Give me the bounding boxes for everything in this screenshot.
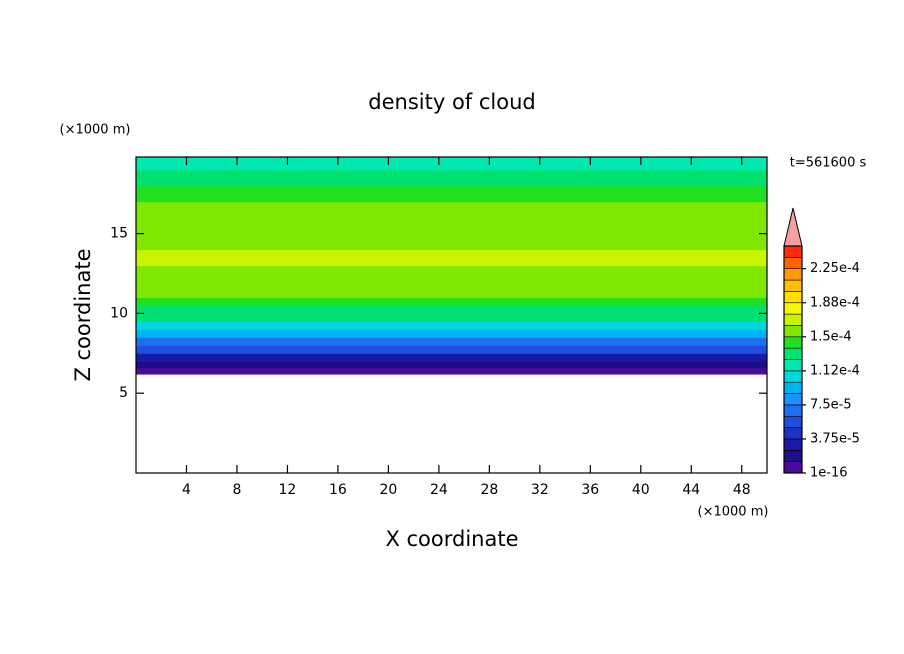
- x-tick-label: 16: [329, 482, 347, 498]
- colorbar-extension: [783, 207, 803, 247]
- colorbar-swatch: [783, 279, 803, 292]
- contour-band: [136, 337, 767, 346]
- y-tick-label: 10: [110, 305, 128, 321]
- colorbar-swatch: [783, 393, 803, 406]
- y-tick-label: 5: [119, 385, 128, 401]
- colorbar-swatch: [783, 461, 803, 474]
- contour-field: [136, 157, 767, 375]
- colorbar-swatch: [783, 347, 803, 360]
- x-tick-label: 32: [531, 482, 549, 498]
- contour-band: [136, 345, 767, 354]
- colorbar-swatch: [783, 415, 803, 428]
- x-tick-label: 12: [279, 482, 297, 498]
- x-tick-label: 4: [182, 482, 191, 498]
- contour-band: [136, 353, 767, 362]
- colorbar-swatch: [783, 291, 803, 304]
- colorbar-swatch: [783, 302, 803, 315]
- colorbar-swatch: [783, 438, 803, 451]
- contour-band: [136, 281, 767, 290]
- contour-band: [136, 169, 767, 187]
- colorbar-swatch: [783, 359, 803, 372]
- contour-band: [136, 249, 767, 267]
- contour-band: [136, 313, 767, 322]
- colorbar-swatch: [783, 257, 803, 270]
- x-tick-label: 8: [232, 482, 241, 498]
- contour-band: [136, 361, 767, 369]
- x-tick-label: 40: [632, 482, 650, 498]
- colorbar-swatch: [783, 245, 803, 258]
- x-tick-label: 48: [733, 482, 751, 498]
- x-axis-label: X coordinate: [385, 527, 518, 551]
- contour-band: [136, 297, 767, 306]
- x-tick-label: 24: [430, 482, 448, 498]
- colorbar-tick-label: 1.12e-4: [810, 363, 860, 378]
- contour-band: [136, 185, 767, 203]
- colorbar-swatch: [783, 336, 803, 349]
- colorbar-tick-label: 1e-16: [810, 466, 848, 481]
- colorbar-frame: [783, 245, 803, 474]
- colorbar-swatch: [783, 325, 803, 338]
- y-axis-label: Z coordinate: [71, 248, 95, 381]
- colorbar-swatch: [783, 370, 803, 383]
- x-tick-label: 20: [379, 482, 397, 498]
- colorbar-tick-label: 3.75e-5: [810, 431, 860, 446]
- colorbar-tick-label: 7.5e-5: [810, 397, 852, 412]
- x-tick-label: 28: [480, 482, 498, 498]
- colorbar-swatch: [783, 268, 803, 281]
- chart-title: density of cloud: [368, 90, 535, 114]
- contour-band: [136, 265, 767, 282]
- contour-band: [136, 367, 767, 375]
- contour-band: [136, 233, 767, 251]
- colorbar-tick-label: 2.25e-4: [810, 261, 860, 276]
- contour-band: [136, 321, 767, 330]
- colorbar-swatch: [783, 381, 803, 394]
- contour-band: [136, 157, 767, 171]
- time-label: t=561600 s: [790, 156, 867, 171]
- colorbar-swatch: [783, 313, 803, 326]
- colorbar-swatch: [783, 449, 803, 462]
- colorbar-swatch: [783, 427, 803, 440]
- colorbar-swatch: [783, 404, 803, 417]
- colorbar-tick-label: 1.5e-4: [810, 329, 852, 344]
- contour-band: [136, 201, 767, 219]
- contour-band: [136, 289, 767, 298]
- colorbar-tick-label: 1.88e-4: [810, 295, 860, 310]
- x-unit: (×1000 m): [698, 505, 769, 520]
- x-tick-label: 44: [682, 482, 700, 498]
- y-unit: (×1000 m): [60, 123, 131, 138]
- plot-frame: [135, 156, 768, 474]
- contour-band: [136, 217, 767, 235]
- contour-band: [136, 329, 767, 338]
- contour-band: [136, 305, 767, 314]
- y-tick-label: 15: [110, 226, 128, 242]
- x-tick-label: 36: [581, 482, 599, 498]
